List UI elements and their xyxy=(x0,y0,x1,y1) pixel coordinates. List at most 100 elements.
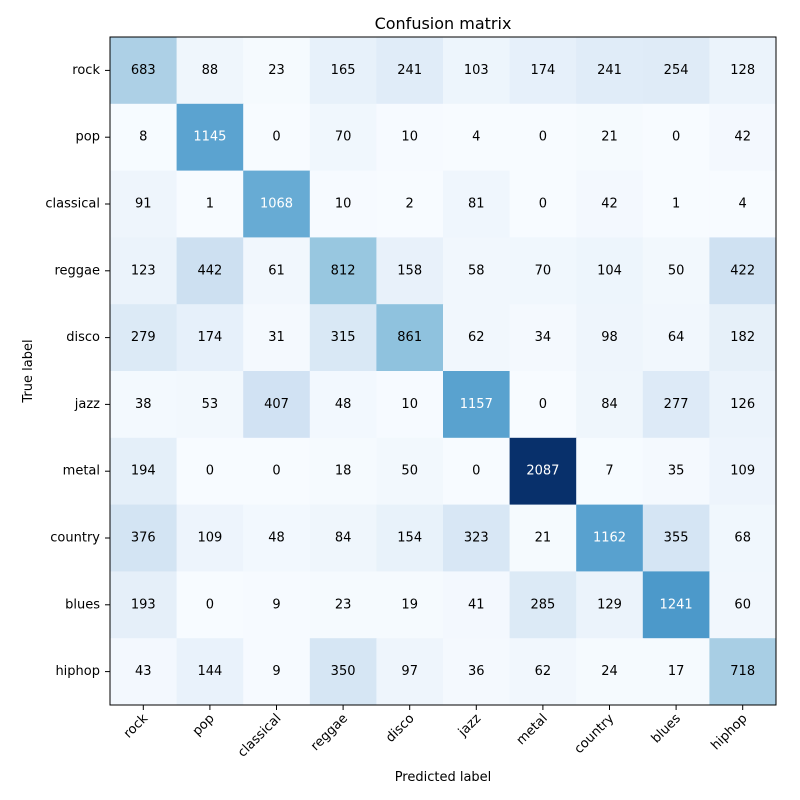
heatmap-cell-metal-classical xyxy=(243,437,311,506)
cell-value-rock-hiphop: 128 xyxy=(730,63,755,78)
x-tick-label-pop: pop xyxy=(190,711,218,739)
cell-value-classical-rock: 91 xyxy=(135,197,152,212)
heatmap-cell-disco-country xyxy=(576,304,644,372)
heatmap-cell-metal-rock xyxy=(110,437,178,506)
heatmap-cell-jazz-rock xyxy=(110,371,178,439)
heatmap-cell-hiphop-hiphop xyxy=(709,638,777,706)
heatmap-cell-rock-metal xyxy=(509,37,577,105)
cell-value-jazz-classical: 407 xyxy=(264,397,289,412)
cell-value-reggae-metal: 70 xyxy=(535,263,552,278)
cell-value-country-rock: 376 xyxy=(131,531,156,546)
heatmap-cell-metal-country xyxy=(576,437,644,506)
cell-value-rock-classical: 23 xyxy=(268,63,285,78)
cell-value-country-country: 1162 xyxy=(593,531,626,546)
plot-frame xyxy=(109,36,777,706)
cell-value-rock-disco: 241 xyxy=(397,63,422,78)
y-tick-label-metal: metal xyxy=(63,464,100,479)
cell-value-blues-classical: 9 xyxy=(272,597,280,612)
heatmap-cell-pop-rock xyxy=(110,103,178,172)
cell-value-hiphop-blues: 17 xyxy=(668,664,685,679)
cell-value-pop-hiphop: 42 xyxy=(734,130,751,145)
heatmap-cell-pop-blues xyxy=(642,103,710,172)
cell-value-country-hiphop: 68 xyxy=(734,531,751,546)
x-tick-label-disco: disco xyxy=(383,711,417,745)
heatmap-cell-hiphop-country xyxy=(576,638,644,706)
cell-value-rock-country: 241 xyxy=(597,63,622,78)
heatmap-cell-hiphop-jazz xyxy=(443,638,511,706)
heatmap-cell-pop-jazz xyxy=(443,103,511,172)
x-tick-label-rock: rock xyxy=(121,711,152,742)
x-tick-label-jazz: jazz xyxy=(455,711,484,740)
cell-value-disco-classical: 31 xyxy=(268,330,285,345)
cell-value-metal-rock: 194 xyxy=(131,464,156,479)
y-tick-label-reggae: reggae xyxy=(54,263,100,278)
heatmap-cell-metal-metal xyxy=(509,437,577,506)
heatmap-cell-disco-disco xyxy=(376,304,444,372)
cell-value-disco-jazz: 62 xyxy=(468,330,485,345)
heatmap-cell-classical-jazz xyxy=(443,170,511,238)
heatmap-cell-rock-hiphop xyxy=(709,37,777,105)
heatmap-cell-blues-hiphop xyxy=(709,571,777,639)
cell-value-classical-metal: 0 xyxy=(539,197,547,212)
x-tick-label-hiphop: hiphop xyxy=(708,711,750,753)
cell-value-metal-disco: 50 xyxy=(401,464,418,479)
heatmap-cell-rock-blues xyxy=(642,37,710,105)
heatmap-cell-country-disco xyxy=(376,504,444,572)
cell-value-pop-reggae: 70 xyxy=(335,130,352,145)
y-axis-ticks: rock pop classical reggae disco jazz metal coun… xyxy=(45,63,110,679)
heatmap-cell-metal-disco xyxy=(376,437,444,506)
heatmap-cell-country-classical xyxy=(243,504,311,572)
heatmap-cell-jazz-metal xyxy=(509,371,577,439)
cell-value-reggae-blues: 50 xyxy=(668,263,685,278)
cell-value-classical-disco: 2 xyxy=(406,197,414,212)
heatmap-cell-blues-classical xyxy=(243,571,311,639)
heatmap-cell-hiphop-blues xyxy=(642,638,710,706)
heatmap-cell-blues-pop xyxy=(176,571,244,639)
heatmap-cell-reggae-jazz xyxy=(443,237,511,305)
heatmap-cell-pop-classical xyxy=(243,103,311,172)
heatmap-cell-reggae-rock xyxy=(110,237,178,305)
heatmap-cell-disco-pop xyxy=(176,304,244,372)
cell-value-hiphop-rock: 43 xyxy=(135,664,152,679)
heatmap-cell-blues-jazz xyxy=(443,571,511,639)
cell-value-classical-classical: 1068 xyxy=(260,197,293,212)
cell-value-metal-reggae: 18 xyxy=(335,464,352,479)
heatmap-cell-jazz-pop xyxy=(176,371,244,439)
heatmap-cell-reggae-hiphop xyxy=(709,237,777,305)
heatmap-cell-disco-metal xyxy=(509,304,577,372)
x-tick-label-classical: classical xyxy=(235,711,284,760)
heatmap-cell-metal-reggae xyxy=(309,437,377,506)
cell-value-metal-blues: 35 xyxy=(668,464,685,479)
cell-value-hiphop-disco: 97 xyxy=(401,664,418,679)
heatmap-cell-disco-reggae xyxy=(309,304,377,372)
cell-value-jazz-disco: 10 xyxy=(401,397,418,412)
heatmap-cell-disco-blues xyxy=(642,304,710,372)
cell-value-disco-hiphop: 182 xyxy=(730,330,755,345)
cell-value-blues-rock: 193 xyxy=(131,597,156,612)
cell-value-reggae-hiphop: 422 xyxy=(730,263,755,278)
heatmap-cell-rock-reggae xyxy=(309,37,377,105)
cell-value-metal-hiphop: 109 xyxy=(730,464,755,479)
cell-value-rock-metal: 174 xyxy=(530,63,555,78)
heatmap-cell-hiphop-disco xyxy=(376,638,444,706)
heatmap-cell-jazz-country xyxy=(576,371,644,439)
heatmap-cell-jazz-classical xyxy=(243,371,311,439)
heatmap-cell-hiphop-classical xyxy=(243,638,311,706)
cell-value-classical-reggae: 10 xyxy=(335,197,352,212)
heatmap-cell-jazz-blues xyxy=(642,371,710,439)
cell-value-country-classical: 48 xyxy=(268,531,285,546)
heatmap-cell-classical-metal xyxy=(509,170,577,238)
y-tick-label-pop: pop xyxy=(76,130,100,145)
cell-value-pop-jazz: 4 xyxy=(472,130,480,145)
y-tick-label-jazz: jazz xyxy=(74,397,100,412)
cell-value-country-jazz: 323 xyxy=(464,531,489,546)
heatmap-cell-rock-disco xyxy=(376,37,444,105)
chart-title: Confusion matrix xyxy=(375,14,512,33)
cell-value-disco-pop: 174 xyxy=(197,330,222,345)
cell-value-jazz-rock: 38 xyxy=(135,397,152,412)
heatmap-cell-blues-metal xyxy=(509,571,577,639)
cell-value-jazz-country: 84 xyxy=(601,397,618,412)
heatmap-cell-classical-reggae xyxy=(309,170,377,238)
cell-value-blues-country: 129 xyxy=(597,597,622,612)
